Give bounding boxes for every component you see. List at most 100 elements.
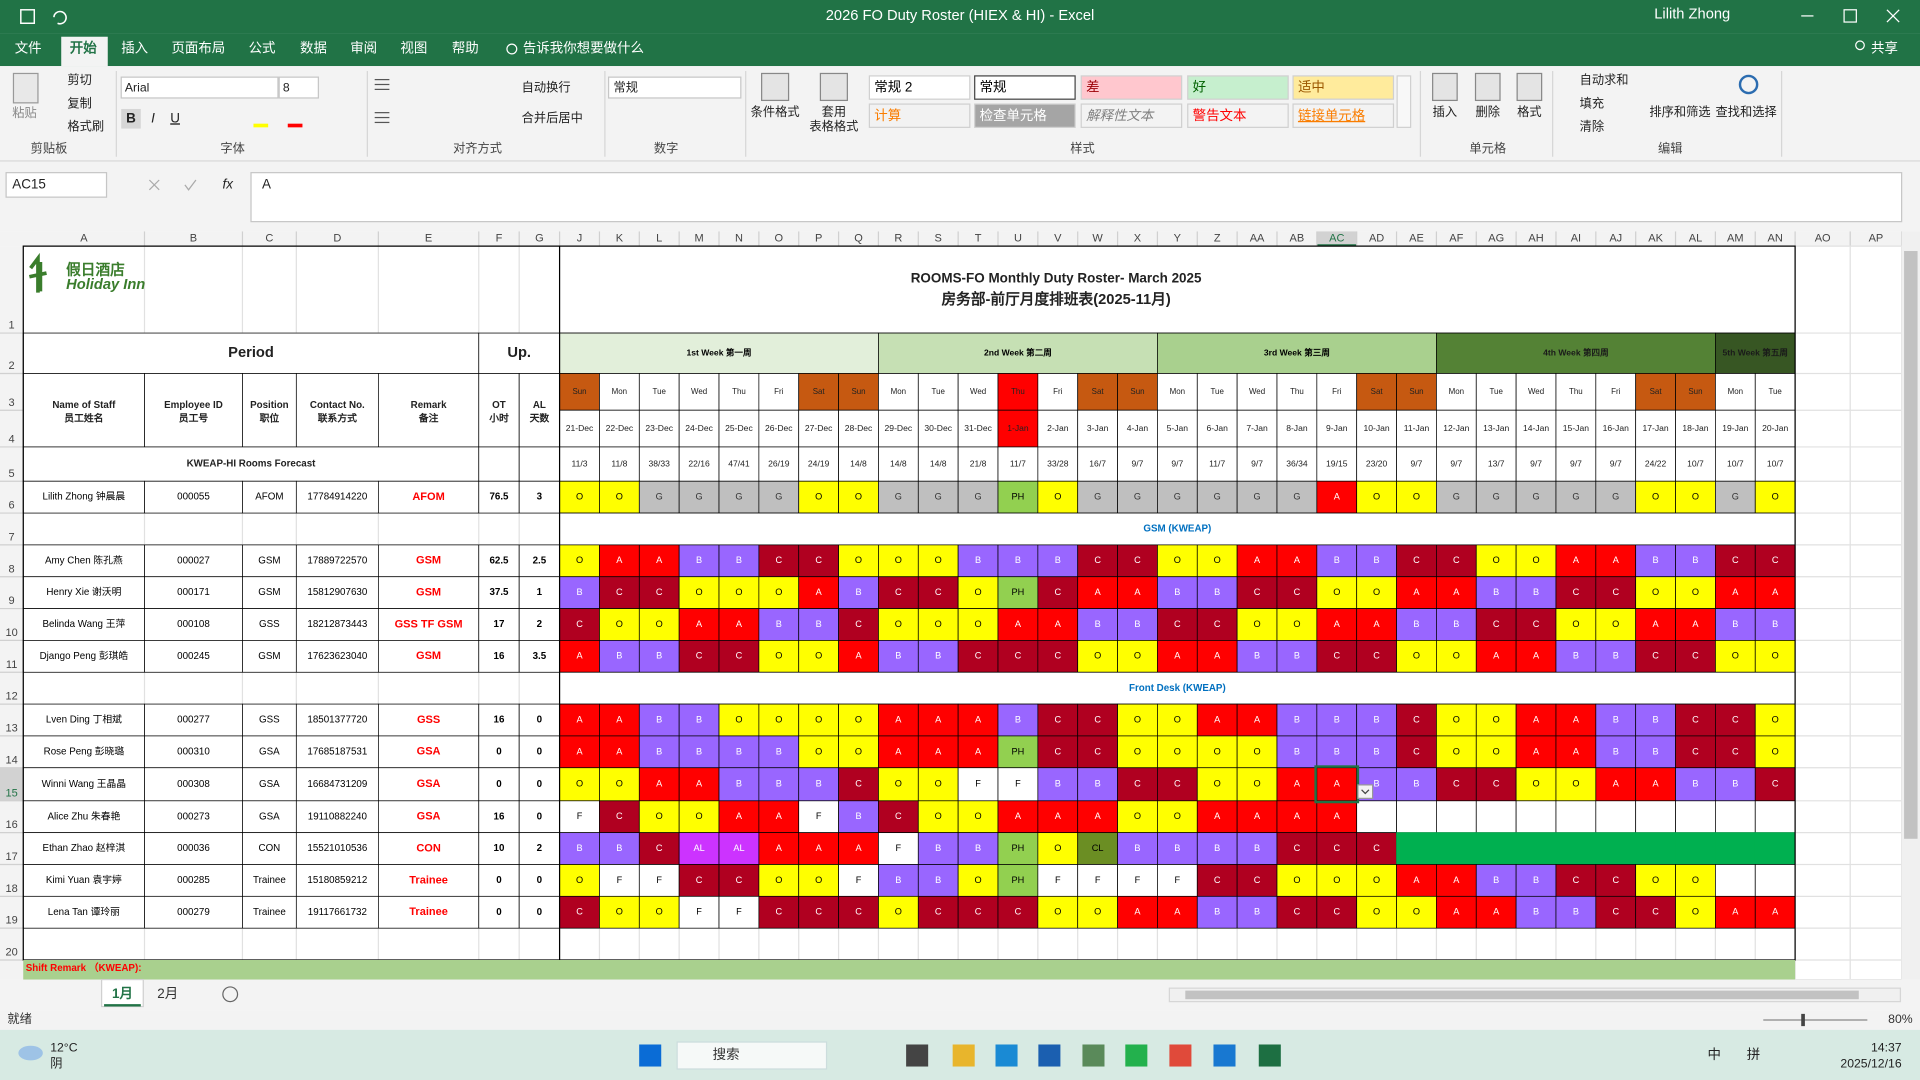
shift-code[interactable]: O [1253,619,1260,629]
shift-code[interactable]: B [975,555,981,565]
save-icon[interactable] [20,9,36,24]
shift-code[interactable]: C [1015,907,1022,917]
find-select-button[interactable]: 查找和选择 [1716,105,1777,119]
shift-code[interactable]: C [775,555,782,565]
shift-code[interactable]: C [1573,875,1580,885]
shift-code[interactable]: B [1214,587,1220,597]
shift-code[interactable]: O [1532,555,1539,565]
shift-code[interactable]: B [1254,843,1260,853]
column-letter[interactable]: G [535,233,544,245]
shift-code[interactable]: O [1373,907,1380,917]
shift-code[interactable]: A [1214,811,1221,821]
column-letter[interactable]: AF [1449,233,1463,245]
shift-code[interactable]: B [935,651,941,661]
shift-code[interactable]: A [1174,651,1181,661]
shift-code[interactable]: B [1732,779,1738,789]
shift-code[interactable]: A [1453,587,1460,597]
shift-code[interactable]: C [1054,746,1061,756]
shift-code[interactable]: B [1374,555,1380,565]
shift-code[interactable]: C [576,907,583,917]
shift-code[interactable]: A [1294,555,1301,565]
shift-code[interactable]: C [1612,875,1619,885]
shift-code[interactable]: O [656,907,663,917]
cell-style[interactable] [1292,75,1395,100]
shift-code[interactable]: O [815,651,822,661]
shift-code[interactable]: O [815,492,822,502]
shift-code[interactable]: C [1493,619,1500,629]
shift-code[interactable]: A [1294,779,1301,789]
shift-code[interactable]: O [895,555,902,565]
shift-code[interactable]: B [1493,875,1499,885]
shift-code[interactable]: F [816,811,822,821]
shift-code[interactable]: O [1094,651,1101,661]
column-letter[interactable]: O [775,233,784,245]
shift-code[interactable]: B [736,555,742,565]
shift-code[interactable]: C [1134,779,1141,789]
column-letter[interactable]: V [1054,233,1062,245]
shift-code[interactable]: B [1653,714,1659,724]
shift-code[interactable]: C [1015,651,1022,661]
row-number[interactable]: 1 [9,320,15,332]
shift-code[interactable]: B [1453,619,1459,629]
shift-code[interactable]: B [1573,651,1579,661]
cut-button[interactable]: 剪切 [67,72,91,87]
shift-code[interactable]: B [975,843,981,853]
cell-style[interactable] [868,75,971,100]
shift-code[interactable]: G [1174,492,1181,502]
shift-code[interactable]: B [1055,779,1061,789]
row-number[interactable]: 14 [5,754,17,766]
undo-icon[interactable] [53,10,67,25]
autosum-button[interactable]: 自动求和 [1580,73,1629,87]
column-letter[interactable]: AA [1250,233,1265,245]
column-letter[interactable]: AK [1648,233,1663,245]
copy-button[interactable]: 复制 [67,96,91,110]
column-letter[interactable]: AG [1488,233,1504,245]
taskbar-app[interactable] [1082,1044,1105,1067]
shift-code[interactable]: C [1174,779,1181,789]
tell-me[interactable]: 告诉我你想要做什么 [523,41,644,56]
shift-code[interactable]: A [656,555,663,565]
taskbar-app[interactable] [1125,1044,1148,1067]
shift-code[interactable]: AL [693,843,704,853]
shift-code[interactable]: A [1334,619,1341,629]
format-table-button[interactable]: 套用 [822,105,846,119]
ribbon-tab[interactable]: 插入 [121,41,148,56]
shift-code[interactable]: B [1374,746,1380,756]
shift-code[interactable]: B [1533,907,1539,917]
shift-code[interactable]: A [1732,587,1739,597]
shift-code[interactable]: C [1493,779,1500,789]
column-letter[interactable]: Y [1174,233,1182,245]
shift-code[interactable]: PH [1012,843,1025,853]
shift-code[interactable]: B [1214,843,1220,853]
shift-code[interactable]: O [1572,619,1579,629]
shift-code[interactable]: O [1532,779,1539,789]
shift-code[interactable]: C [696,651,703,661]
shift-code[interactable]: O [1772,492,1779,502]
shift-code[interactable]: C [1732,555,1739,565]
shift-code[interactable]: C [1612,587,1619,597]
shift-code[interactable]: A [1254,714,1261,724]
shift-code[interactable]: G [1453,492,1460,502]
shift-code[interactable]: C [1453,779,1460,789]
row-number[interactable]: 19 [5,915,17,927]
shift-code[interactable]: O [1174,714,1181,724]
shift-code[interactable]: C [1214,875,1221,885]
insert-button[interactable]: 插入 [1433,105,1457,119]
shift-code[interactable]: C [855,779,862,789]
shift-code[interactable]: C [1294,843,1301,853]
shift-code[interactable]: G [895,492,902,502]
shift-code[interactable]: O [576,555,583,565]
shift-code[interactable]: C [1333,843,1340,853]
shift-code[interactable]: O [855,714,862,724]
shift-code[interactable]: C [935,587,942,597]
shift-code[interactable]: O [1493,746,1500,756]
shift-code[interactable]: B [1413,779,1419,789]
shift-code[interactable]: O [775,875,782,885]
column-letter[interactable]: AH [1528,233,1543,245]
ribbon-tab[interactable]: 页面布局 [171,41,225,56]
share-button[interactable]: 共享 [1871,40,1898,56]
shift-code[interactable]: G [975,492,982,502]
column-letter[interactable]: AM [1727,233,1744,245]
shift-code[interactable]: B [1334,714,1340,724]
shift-code[interactable]: C [855,619,862,629]
